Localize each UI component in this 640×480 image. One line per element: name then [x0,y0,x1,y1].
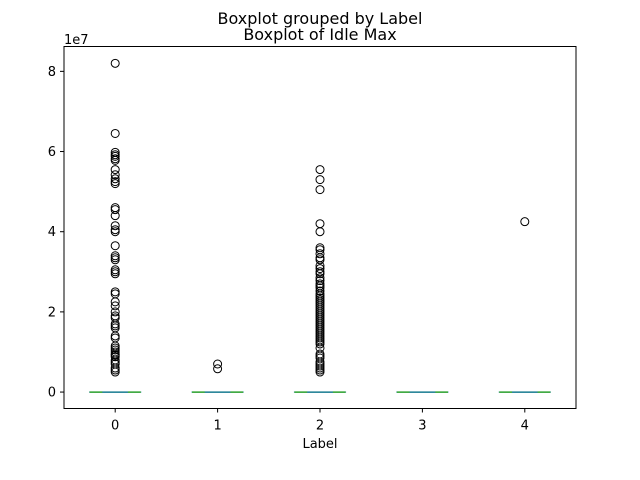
y-tick-label: 2 [48,305,56,320]
outlier-point [315,264,325,274]
outlier-point [110,365,120,375]
outlier-point [110,255,120,265]
outlier-point [315,185,325,195]
x-tick-label: 0 [111,419,119,434]
outlier-point [315,249,325,259]
outlier-point [315,286,325,296]
x-tick-label: 3 [418,419,426,434]
chart-marks [89,58,551,393]
outlier-point [110,170,120,180]
y-tick-label: 6 [48,145,56,160]
outlier-point [315,175,325,185]
y-tick-label: 8 [48,65,56,80]
outlier-point [110,128,120,138]
outlier-point [315,219,325,229]
outlier-point [110,253,120,263]
outlier-point [110,174,120,184]
outlier-point [110,352,120,362]
box-group-1 [191,359,244,393]
x-tick-label: 1 [213,419,221,434]
outlier-point [315,165,325,175]
outlier-point [315,269,325,279]
outlier-point [110,301,120,311]
chart-title: Boxplot of Idle Max [243,25,396,44]
outlier-point [315,367,325,377]
outlier-point [110,289,120,299]
y-tick-label: 4 [48,225,56,240]
outlier-point [110,205,120,215]
axis-ticks: 0 2 4 6 8 0 1 2 3 4 [48,65,529,434]
y-offset-text: 1e7 [64,33,89,48]
outlier-point [110,221,120,231]
outlier-point [110,333,120,343]
outlier-point [315,339,325,349]
box-group-4 [498,217,551,393]
outlier-point [110,179,120,189]
outlier-point [110,155,120,165]
outlier-point [110,287,120,297]
outlier-point [110,211,120,221]
outlier-point [110,307,120,317]
box-group-2 [293,165,347,393]
y-tick-label: 0 [48,386,56,401]
x-tick-label: 2 [316,419,324,434]
outlier-point [110,151,120,161]
outlier-point [213,359,223,369]
x-axis-label: Label [302,437,337,452]
outlier-point [110,241,120,251]
outlier-point [110,203,120,213]
chart-suptitle: Boxplot grouped by Label [218,9,423,28]
outlier-point [520,217,530,227]
box-group-0 [89,58,142,393]
outlier-point [110,58,120,68]
x-tick-label: 4 [521,419,529,434]
plot-area-frame [63,46,577,409]
outlier-point [213,364,223,374]
outlier-point [315,276,325,286]
outlier-point [110,321,120,331]
outlier-point [110,269,120,279]
outlier-point [110,297,120,307]
outlier-point [315,227,325,237]
outlier-point [110,227,120,237]
outlier-point [315,255,325,265]
outlier-point [110,267,120,277]
outlier-point [110,331,120,341]
outlier-point [110,367,120,377]
outlier-point [110,165,120,175]
